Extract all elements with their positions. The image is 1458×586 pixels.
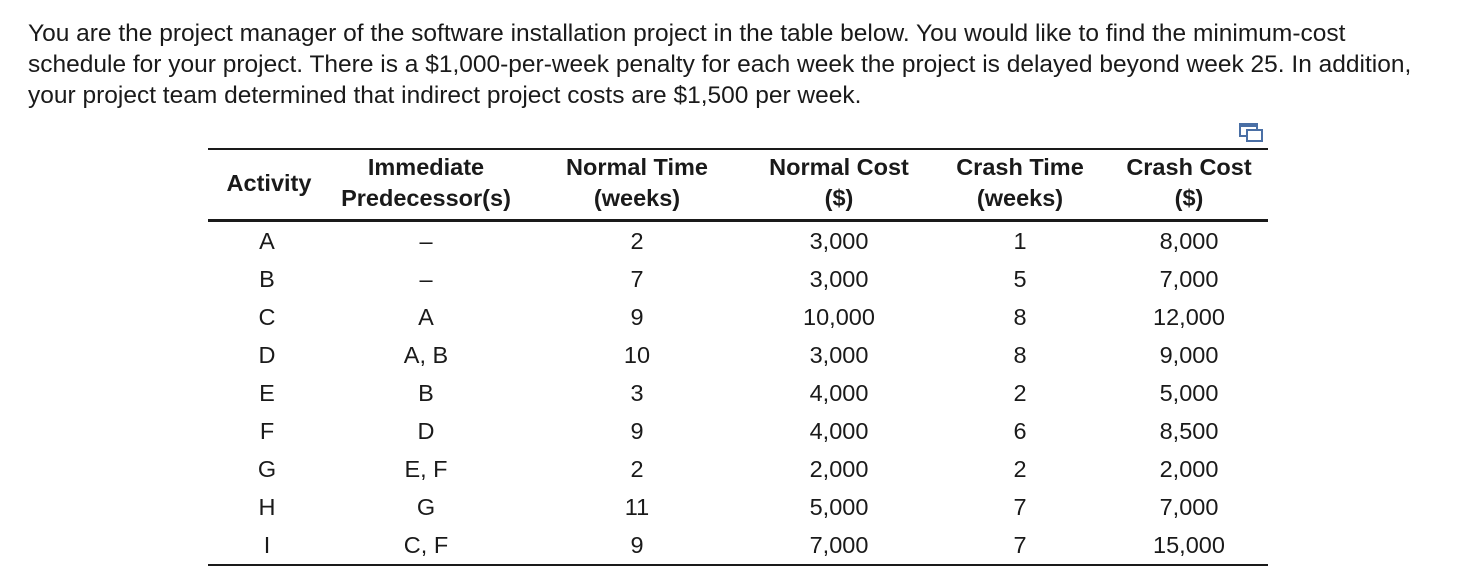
header-crash-cost: Crash Cost ($) [1126,154,1252,211]
cell-normal-time: 2 [630,227,644,254]
cell-activity: C [258,303,276,330]
table-header-row: Activity Immediate Predecessor(s) Normal… [208,149,1268,221]
cell-normal-cost: 4,000 [809,417,869,444]
table-row: I C, F 9 7,000 7 15,000 [208,526,1268,565]
cell-crash-time: 8 [1013,341,1027,368]
table-row: F D 9 4,000 6 8,500 [208,412,1268,450]
cell-predecessors: – [419,265,433,292]
cell-crash-time: 1 [1013,227,1027,254]
table-row: H G 11 5,000 7 7,000 [208,488,1268,526]
cell-normal-time: 10 [623,341,651,368]
cell-crash-time: 8 [1013,303,1027,330]
cell-predecessors: – [419,227,433,254]
cell-normal-cost: 3,000 [809,341,869,368]
cell-normal-cost: 3,000 [809,265,869,292]
cell-crash-time: 5 [1013,265,1027,292]
cell-activity: F [259,417,275,444]
header-activity: Activity [226,169,312,196]
cell-predecessors: E, F [404,455,448,482]
cell-activity: A [259,227,275,254]
cell-crash-cost: 9,000 [1159,341,1219,368]
table-row: C A 9 10,000 8 12,000 [208,298,1268,336]
cell-predecessors: G [416,493,436,520]
header-crash-time: Crash Time (weeks) [956,154,1084,211]
cell-predecessors: B [418,379,434,406]
cell-activity: I [263,531,271,558]
header-predecessors: Immediate Predecessor(s) [341,154,511,211]
cell-crash-cost: 15,000 [1153,531,1225,558]
cell-normal-time: 9 [630,417,644,444]
table-row: E B 3 4,000 2 5,000 [208,374,1268,412]
cell-activity: H [258,493,276,520]
cell-crash-cost: 2,000 [1159,455,1219,482]
copy-icon[interactable] [1238,122,1264,144]
cell-crash-time: 7 [1013,493,1027,520]
cell-activity: D [258,341,276,368]
cell-normal-time: 3 [630,379,644,406]
cell-crash-cost: 7,000 [1159,265,1219,292]
cell-normal-time: 11 [624,493,650,520]
header-normal-cost: Normal Cost ($) [769,154,909,211]
cell-predecessors: A, B [403,341,449,368]
table-row: A – 2 3,000 1 8,000 [208,221,1268,261]
cell-predecessors: D [417,417,435,444]
cell-crash-time: 2 [1013,379,1027,406]
table-row: B – 7 3,000 5 7,000 [208,260,1268,298]
cell-normal-cost: 10,000 [803,303,875,330]
table-row: D A, B 10 3,000 8 9,000 [208,336,1268,374]
cell-predecessors: C, F [403,531,449,558]
cell-normal-time: 2 [630,455,644,482]
cell-crash-cost: 8,000 [1159,227,1219,254]
cell-normal-time: 9 [630,531,644,558]
cell-crash-cost: 5,000 [1159,379,1219,406]
table-row: G E, F 2 2,000 2 2,000 [208,450,1268,488]
cell-normal-time: 9 [630,303,644,330]
cell-activity: B [259,265,275,292]
cell-activity: E [259,379,275,406]
cell-crash-time: 7 [1013,531,1027,558]
cell-crash-cost: 7,000 [1159,493,1219,520]
problem-statement: You are the project manager of the softw… [28,20,1412,109]
cell-normal-cost: 3,000 [809,227,869,254]
cell-normal-cost: 5,000 [809,493,869,520]
cell-normal-cost: 7,000 [809,531,869,558]
cell-crash-cost: 8,500 [1159,417,1219,444]
header-normal-time: Normal Time (weeks) [566,154,708,211]
activity-table: Activity Immediate Predecessor(s) Normal… [208,148,1268,566]
cell-crash-time: 6 [1013,417,1027,444]
cell-normal-cost: 4,000 [809,379,869,406]
cell-crash-cost: 12,000 [1153,303,1225,330]
cell-crash-time: 2 [1013,455,1027,482]
cell-normal-time: 7 [630,265,644,292]
cell-predecessors: A [418,303,434,330]
cell-activity: G [257,455,277,482]
cell-normal-cost: 2,000 [809,455,869,482]
